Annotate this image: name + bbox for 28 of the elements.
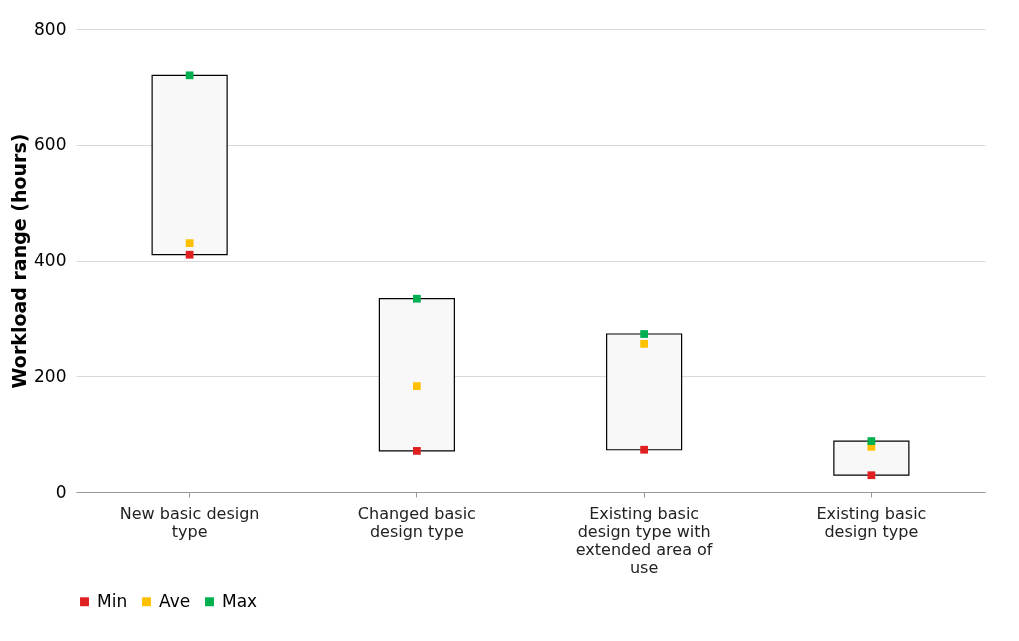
bar [833, 440, 910, 476]
y-tick-label: 200 [34, 365, 67, 386]
x-tick-label: New basic design type [119, 503, 260, 541]
y-axis-title: Workload range (hours) [8, 133, 31, 389]
legend-label: Ave [159, 590, 191, 611]
y-tick-label: 800 [34, 18, 67, 39]
point [640, 339, 648, 348]
y-tick-label: 0 [55, 481, 67, 502]
y-tick-label: 400 [34, 250, 67, 270]
y-tick-label: 600 [34, 134, 67, 155]
point [867, 437, 876, 445]
point [640, 445, 648, 454]
legend-label: Min [97, 590, 128, 611]
legend-label: Max [222, 590, 258, 611]
x-tick-label: Existing basic design type with extended area of use [575, 503, 713, 577]
point [867, 471, 876, 480]
x-tick-label: Changed basic design type [357, 503, 476, 541]
x-tick-label: Existing basic design type [816, 503, 927, 541]
bar [606, 333, 683, 451]
point [413, 447, 421, 455]
bar [378, 298, 455, 452]
point [185, 239, 194, 248]
point [640, 330, 648, 338]
bar [151, 74, 228, 256]
point [185, 250, 194, 259]
point [185, 71, 194, 80]
point [413, 294, 421, 303]
point [413, 382, 421, 390]
